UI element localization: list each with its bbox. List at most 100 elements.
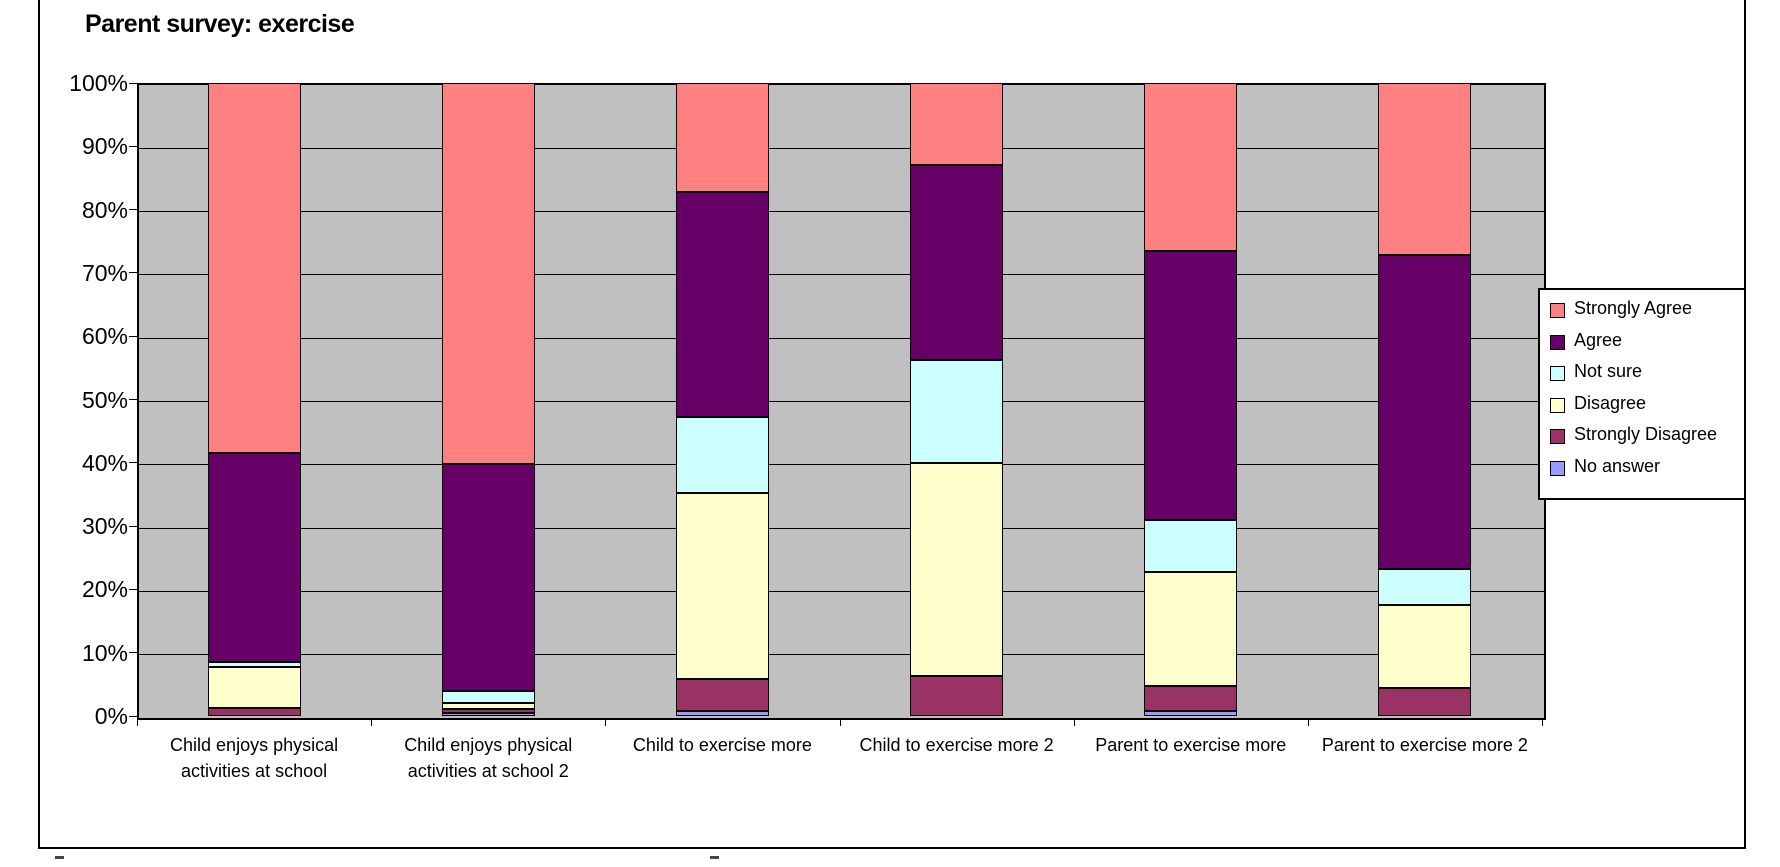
bar-segment-agree — [675, 191, 769, 417]
bar-segment-strongly-agree — [1378, 83, 1472, 256]
plot-gridline — [139, 147, 1544, 149]
y-axis-tick — [129, 145, 137, 147]
legend-color-swatch — [1550, 366, 1565, 381]
bar-segment-disagree — [1144, 572, 1238, 687]
bar-segment-agree — [207, 453, 301, 663]
legend-item-label: No answer — [1574, 455, 1661, 476]
legend: Strongly Agree Agree Not sure Disagree Stron… — [1538, 288, 1746, 500]
x-axis-tick — [1307, 718, 1309, 726]
y-axis-tick — [129, 652, 137, 654]
y-axis-label: 10% — [81, 639, 128, 666]
legend-color-swatch — [1550, 334, 1565, 350]
legend-item: No answer — [1540, 454, 1744, 485]
bar-segment-strongly-agree — [207, 83, 301, 454]
bar-segment-no-answer — [675, 710, 769, 716]
plot-gridline — [139, 211, 1544, 213]
bar-segment-strongly-agree — [675, 83, 769, 192]
y-axis-tick — [129, 588, 137, 590]
plot-area — [137, 83, 1546, 720]
x-axis-tick — [137, 718, 138, 726]
bar-segment-disagree — [441, 703, 535, 710]
y-axis-tick — [129, 209, 137, 211]
bar-segment-strongly-disagree — [1378, 687, 1472, 716]
y-axis-label: 90% — [81, 133, 128, 160]
category-label: Child enjoys physical activities at scho… — [170, 735, 339, 782]
y-axis-tick — [129, 335, 137, 337]
y-axis-tick — [129, 272, 137, 274]
legend-item-label: Not sure — [1574, 361, 1643, 381]
plot-gridline — [139, 464, 1544, 466]
y-axis-label: 30% — [81, 513, 128, 540]
bar-segment-strongly-disagree — [1144, 686, 1238, 711]
y-axis-label: 40% — [81, 449, 128, 476]
legend-item: Agree — [1540, 328, 1744, 359]
legend-item: Not sure — [1540, 359, 1744, 390]
y-axis-label: 80% — [81, 196, 128, 223]
y-axis-label: 50% — [81, 386, 128, 413]
y-axis-label: 0% — [94, 703, 128, 729]
bar-segment-strongly-disagree — [675, 678, 769, 711]
bar-segment-not-sure — [910, 359, 1004, 463]
bar-segment-agree — [910, 165, 1004, 360]
y-axis-label: 60% — [81, 323, 128, 350]
x-axis-tick — [371, 718, 373, 726]
plot-gridline — [139, 337, 1544, 339]
bar-segment-strongly-agree — [910, 83, 1004, 166]
legend-color-swatch — [1550, 303, 1565, 318]
bar-segment-no-answer — [1144, 710, 1238, 716]
bar-segment-no-answer — [441, 712, 535, 716]
bar-segment-agree — [1378, 255, 1472, 570]
legend-item: Disagree — [1540, 391, 1744, 422]
legend-item-label: Strongly Disagree — [1574, 424, 1718, 444]
bar-segment-strongly-disagree — [207, 707, 301, 716]
category-label: Parent to exercise more — [1095, 735, 1287, 755]
bar-segment-not-sure — [1378, 569, 1472, 606]
y-axis-label: 20% — [81, 576, 128, 603]
bar-segment-disagree — [675, 492, 769, 679]
legend-item: Strongly Agree — [1540, 296, 1744, 327]
category-label: Child to exercise more — [632, 735, 812, 755]
crop-artifact-left — [55, 856, 64, 859]
y-axis-tick — [129, 462, 137, 464]
legend-item-label: Strongly Agree — [1574, 298, 1693, 318]
bar-segment-agree — [1144, 250, 1238, 520]
legend-color-swatch — [1550, 397, 1565, 413]
plot-gridline — [139, 654, 1544, 656]
bar-segment-disagree — [1378, 605, 1472, 688]
bar-segment-not-sure — [207, 662, 301, 667]
bar-segment-strongly-agree — [1144, 83, 1238, 251]
category-label: Child enjoys physical activities at scho… — [404, 735, 573, 782]
y-axis-tick — [129, 399, 137, 400]
plot-gridline — [139, 274, 1544, 276]
bar-segment-not-sure — [675, 416, 769, 493]
plot-gridline — [139, 401, 1544, 402]
y-axis-label: 100% — [69, 70, 128, 96]
bar-segment-strongly-agree — [441, 83, 535, 465]
x-axis-tick — [1542, 718, 1543, 726]
bar-segment-disagree — [207, 666, 301, 708]
category-label: Parent to exercise more 2 — [1321, 735, 1528, 755]
y-axis-tick — [129, 525, 137, 527]
plot-gridline — [139, 590, 1544, 592]
bar-segment-strongly-disagree — [441, 709, 535, 713]
x-axis-tick — [839, 718, 841, 726]
legend-item-label: Disagree — [1574, 392, 1647, 413]
crop-artifact-right — [710, 856, 719, 859]
bar-segment-agree — [441, 464, 535, 691]
legend-item: Strongly Disagree — [1540, 422, 1744, 453]
bar-segment-not-sure — [441, 690, 535, 704]
bar-segment-strongly-disagree — [910, 676, 1004, 716]
x-axis-tick — [605, 718, 607, 726]
legend-color-swatch — [1550, 460, 1565, 476]
x-axis-tick — [1073, 718, 1075, 726]
y-axis-label: 70% — [81, 259, 128, 286]
legend-item-label: Agree — [1574, 329, 1623, 350]
legend-color-swatch — [1550, 429, 1565, 444]
y-axis-tick — [129, 715, 137, 717]
chart-title: Parent survey: exercise — [85, 10, 355, 38]
y-axis-tick — [129, 82, 137, 84]
plot-gridline — [139, 527, 1544, 529]
bar-segment-not-sure — [1144, 519, 1238, 573]
bar-segment-disagree — [910, 462, 1004, 677]
